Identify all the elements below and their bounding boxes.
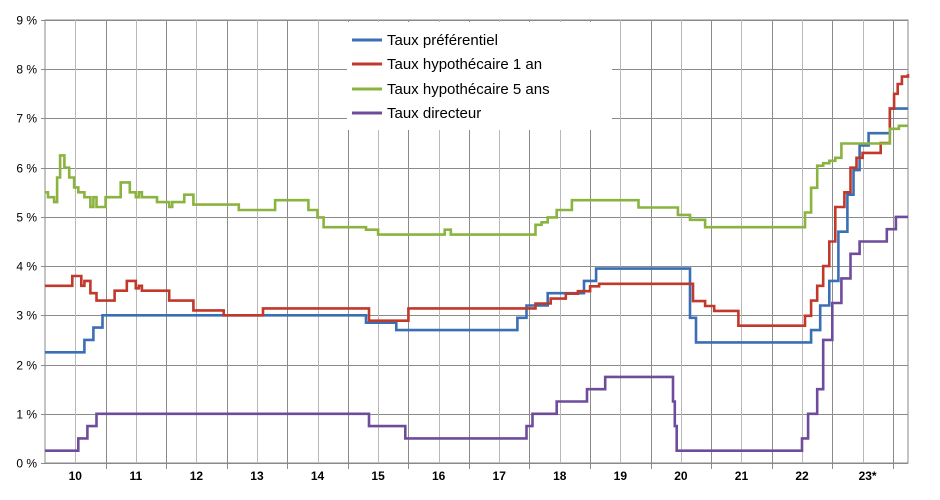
x-tick-label: 19 (614, 469, 628, 483)
legend-item-taux-directeur: Taux directeur (352, 105, 481, 122)
legend-label-taux-hypothecaire-5-ans: Taux hypothécaire 5 ans (387, 81, 550, 98)
y-tick-label: 9 % (16, 14, 37, 28)
x-tick-label: 17 (493, 469, 507, 483)
legend-item-taux-hypothecaire-1-an: Taux hypothécaire 1 an (352, 56, 542, 73)
legend-item-taux-preferentiel: Taux préférentiel (352, 32, 498, 49)
y-tick-label: 7 % (16, 112, 37, 126)
x-tick-label: 14 (311, 469, 325, 483)
series-line-taux-hypothecaire-5-ans (45, 124, 908, 236)
y-tick-label: 3 % (16, 309, 37, 323)
y-axis-tick-labels: 0 % 1 % 2 % 3 % 4 % 5 % 6 % 7 % 8 % 9 % (16, 14, 37, 471)
legend-label-taux-hypothecaire-1-an: Taux hypothécaire 1 an (387, 56, 542, 73)
x-tick-label: 16 (432, 469, 446, 483)
legend-label-taux-directeur: Taux directeur (387, 105, 481, 122)
x-tick-label: 13 (250, 469, 264, 483)
y-tick-label: 0 % (16, 457, 37, 471)
x-axis-tick-labels: 10 11 12 13 14 15 16 17 18 19 20 21 22 23* (69, 469, 877, 483)
y-tick-label: 8 % (16, 63, 37, 77)
series-lines (45, 74, 910, 452)
y-tick-label: 1 % (16, 408, 37, 422)
x-tick-label: 10 (69, 469, 83, 483)
y-tick-label: 5 % (16, 211, 37, 225)
horizontal-gridlines (41, 20, 908, 464)
y-tick-label: 2 % (16, 359, 37, 373)
legend: Taux préférentiel Taux hypothécaire 1 an… (347, 22, 612, 130)
series-line-taux-directeur (45, 215, 908, 452)
y-tick-label: 6 % (16, 162, 37, 176)
x-tick-label: 18 (553, 469, 567, 483)
x-tick-label: 22 (795, 469, 809, 483)
x-tick-label: 23* (859, 469, 877, 483)
legend-label-taux-preferentiel: Taux préférentiel (387, 32, 498, 49)
x-tick-label: 15 (371, 469, 385, 483)
legend-background (347, 22, 612, 130)
x-tick-label: 20 (674, 469, 688, 483)
y-tick-label: 4 % (16, 260, 37, 274)
x-tick-label: 12 (190, 469, 204, 483)
x-tick-label: 21 (735, 469, 749, 483)
vertical-gridlines (75, 20, 894, 469)
x-tick-label: 11 (129, 469, 142, 483)
legend-item-taux-hypothecaire-5-ans: Taux hypothécaire 5 ans (352, 81, 550, 98)
series-line-taux-preferentiel (45, 107, 908, 354)
series-line-taux-hypothecaire-1-an (45, 74, 910, 327)
